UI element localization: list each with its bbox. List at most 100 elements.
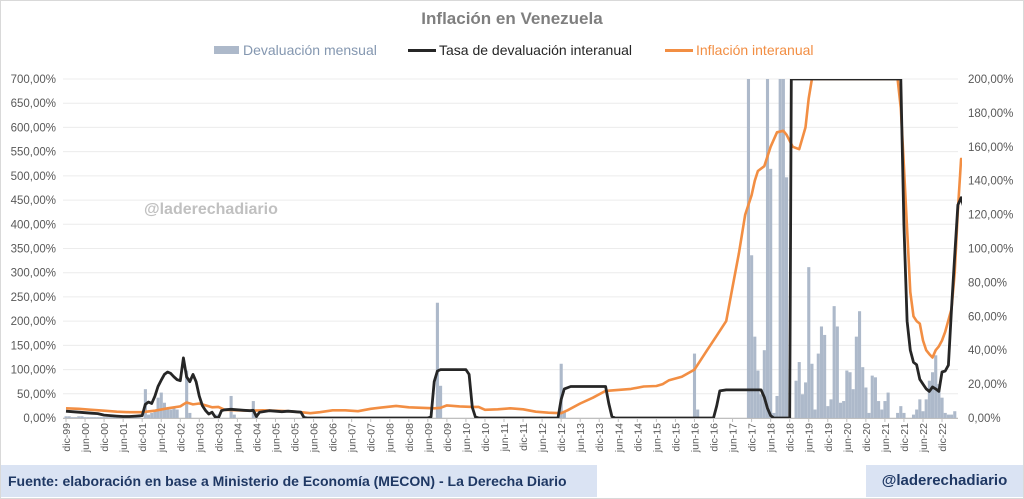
y-left-tick-label: 500,00% (11, 171, 56, 183)
bar-devaluacion-mensual (185, 370, 189, 418)
bar-devaluacion-mensual (172, 407, 176, 418)
bar-devaluacion-mensual (80, 416, 84, 418)
bar-devaluacion-mensual (67, 416, 71, 418)
y-left-tick-label: 400,00% (11, 219, 56, 231)
y-left-tick-label: 150,00% (11, 340, 56, 352)
bar-devaluacion-mensual (953, 411, 957, 418)
bar-devaluacion-mensual (232, 414, 236, 418)
bar-devaluacion-mensual (794, 380, 798, 418)
x-tick-label: jun-11 (499, 423, 511, 453)
bar-devaluacion-mensual (851, 389, 855, 418)
y-left-tick-label: 700,00% (11, 74, 56, 86)
legend-label: Tasa de devaluación interanual (439, 42, 633, 58)
x-tick-label: dic-16 (708, 423, 720, 452)
bar-devaluacion-mensual (886, 392, 890, 418)
x-tick-label: jun-02 (156, 423, 168, 453)
legend-item-tasa-devaluacion: Tasa de devaluación interanual (408, 42, 632, 58)
bar-devaluacion-mensual (772, 412, 776, 418)
bar-devaluacion-mensual (778, 79, 782, 418)
y-right-tick-label: 80,00% (968, 277, 1007, 289)
x-tick-label: dic-17 (747, 423, 759, 452)
bar-devaluacion-mensual (877, 401, 881, 418)
bar-devaluacion-mensual (112, 417, 116, 418)
bar-devaluacion-mensual (883, 401, 887, 418)
bar-devaluacion-mensual (819, 326, 824, 418)
y-right-tick-label: 0,00% (968, 413, 1001, 425)
bar-devaluacion-mensual (769, 168, 773, 418)
bar-devaluacion-mensual (93, 417, 97, 418)
bar-devaluacion-mensual (153, 411, 157, 418)
bar-devaluacion-mensual (159, 392, 163, 418)
x-tick-label: dic-00 (99, 423, 111, 452)
y-left-tick-label: 600,00% (11, 122, 56, 134)
y-right-tick-label: 120,00% (968, 210, 1013, 222)
bar-devaluacion-mensual (562, 411, 566, 418)
x-tick-label: jun-15 (651, 423, 663, 453)
bar-devaluacion-mensual (784, 177, 789, 418)
legend-item-inflacion: Inflación interanual (665, 42, 814, 58)
y-right-tick-label: 40,00% (968, 345, 1007, 357)
bar-devaluacion-mensual (810, 363, 814, 418)
x-tick-label: jun-00 (80, 423, 92, 453)
x-tick-label: dic-05 (290, 423, 302, 452)
chart-title: Inflación en Venezuela (421, 9, 603, 28)
bar-devaluacion-mensual (931, 372, 935, 418)
x-tick-label: dic-20 (861, 423, 873, 452)
x-tick-label: dic-13 (594, 423, 606, 452)
bar-devaluacion-mensual (934, 355, 938, 418)
y-left-tick-label: 350,00% (11, 244, 56, 256)
legend-label: Inflación interanual (696, 42, 814, 58)
bar-devaluacion-mensual (89, 417, 93, 418)
bar-devaluacion-mensual (927, 380, 931, 418)
x-tick-label: jun-08 (385, 423, 397, 453)
y-left-tick-label: 50,00% (17, 389, 56, 401)
x-tick-label: dic-21 (899, 423, 911, 452)
bar-devaluacion-mensual (940, 397, 944, 418)
bar-devaluacion-mensual (83, 417, 87, 418)
bar-devaluacion-mensual (797, 362, 801, 418)
bar-devaluacion-mensual (800, 394, 804, 418)
y-left-tick-label: 200,00% (11, 316, 56, 328)
x-tick-label: jun-20 (842, 423, 854, 453)
bar-devaluacion-mensual (99, 417, 103, 418)
x-tick-label: dic-11 (518, 423, 530, 451)
bar-devaluacion-mensual (921, 411, 925, 418)
x-tick-label: jun-17 (728, 423, 740, 453)
bar-devaluacion-mensual (832, 306, 836, 418)
bar-devaluacion-mensual (943, 412, 947, 418)
x-tick-label: jun-13 (575, 423, 587, 453)
bar-devaluacion-mensual (115, 417, 119, 418)
y-left-tick-label: 650,00% (11, 98, 56, 110)
bar-devaluacion-mensual (880, 409, 884, 418)
bar-devaluacion-mensual (77, 416, 81, 418)
bar-devaluacion-mensual (150, 412, 154, 418)
y-right-tick-label: 200,00% (968, 74, 1013, 86)
bar-devaluacion-mensual (804, 382, 808, 418)
bar-devaluacion-mensual (64, 416, 68, 418)
bar-devaluacion-mensual (166, 407, 170, 418)
y-right-tick-label: 60,00% (968, 311, 1007, 323)
bar-devaluacion-mensual (134, 417, 138, 418)
bar-devaluacion-mensual (829, 399, 833, 418)
bar-devaluacion-mensual (696, 409, 700, 418)
x-tick-label: jun-14 (613, 423, 625, 453)
x-tick-label: dic-19 (823, 423, 835, 452)
x-tick-label: dic-07 (366, 423, 378, 452)
bar-devaluacion-mensual (826, 406, 830, 418)
x-tick-label: jun-06 (309, 423, 321, 453)
footer-source: Fuente: elaboración en base a Ministerio… (1, 465, 597, 497)
legend-label: Devaluación mensual (243, 42, 377, 58)
x-tick-label: jun-10 (461, 423, 473, 453)
x-tick-label: jun-07 (347, 423, 359, 453)
x-tick-label: dic-15 (670, 423, 682, 452)
y-left-tick-label: 0,00% (23, 413, 56, 425)
x-tick-label: dic-08 (404, 423, 416, 452)
x-tick-label: dic-03 (213, 423, 225, 452)
bar-devaluacion-mensual (759, 394, 763, 418)
x-tick-label: jun-05 (270, 423, 282, 453)
bar-devaluacion-mensual (102, 417, 106, 418)
bar-devaluacion-mensual (108, 417, 113, 418)
bar-devaluacion-mensual (746, 79, 751, 418)
bar-devaluacion-mensual (86, 417, 90, 418)
x-tick-label: dic-99 (61, 423, 73, 452)
